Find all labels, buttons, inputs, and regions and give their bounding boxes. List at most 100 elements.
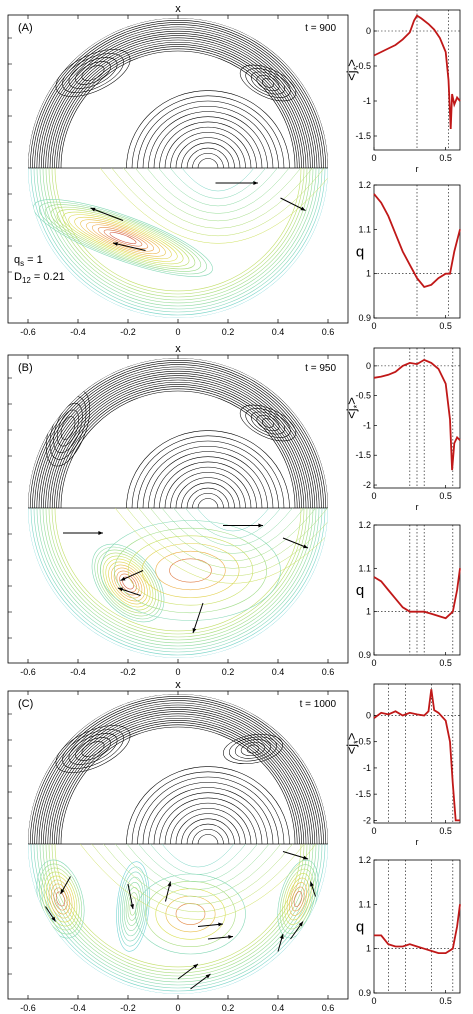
x-tick-label: 0 xyxy=(371,491,376,501)
param-qs: qs = 1 xyxy=(14,254,43,268)
y-tick-label: -2 xyxy=(363,480,371,490)
arrow-head xyxy=(303,544,308,549)
y-tick-label: 1.1 xyxy=(358,899,371,909)
x-tick-label: -0.4 xyxy=(70,327,86,337)
arrow-head xyxy=(120,576,126,581)
arrow-head xyxy=(228,935,233,939)
flow-arrow xyxy=(112,242,146,251)
plot-frame xyxy=(373,524,461,656)
y-axis-label: q xyxy=(356,244,364,261)
arrow-head xyxy=(258,523,263,528)
y-tick-label: 1.2 xyxy=(358,180,371,190)
y-tick-label: 0.9 xyxy=(358,650,371,660)
profile-curve xyxy=(373,14,461,130)
plot-frame xyxy=(373,859,461,994)
panel-c: x-0.6-0.4-0.200.20.40.6(C)t = 1000Ψ*Φ0-0… xyxy=(0,679,461,1013)
y-tick-label: 0.9 xyxy=(358,313,371,323)
arrow-head xyxy=(192,628,197,633)
x-tick-label: 0 xyxy=(371,153,376,163)
panel-label: (C) xyxy=(18,698,33,710)
x-axis-label: r xyxy=(416,164,419,174)
profile-curve xyxy=(373,689,460,822)
arrow-head xyxy=(205,974,211,979)
x-tick-label: -0.2 xyxy=(120,1003,136,1013)
arrow-head xyxy=(90,207,96,212)
x-axis-label: r xyxy=(416,837,419,847)
x-tick-label: 0 xyxy=(175,327,180,337)
time-label: t = 900 xyxy=(305,23,336,34)
y-tick-label: 1 xyxy=(366,269,371,279)
arrow-head xyxy=(298,921,303,927)
x-tick-label: 0.5 xyxy=(439,996,452,1006)
y-axis-label: q xyxy=(356,919,364,936)
q-profile-plot: 1.2 1.1 1 0.90 0.5 q xyxy=(356,855,461,1006)
x-tick-label: -0.4 xyxy=(70,667,86,677)
panel-label: (B) xyxy=(18,362,33,374)
arrow-head xyxy=(113,242,118,246)
x-tick-label: 0.6 xyxy=(322,1003,335,1013)
x-axis-label: x xyxy=(175,679,181,691)
y-tick-label: 1 xyxy=(366,944,371,954)
psi-contours xyxy=(28,18,328,168)
arrow-head xyxy=(279,934,284,939)
y-tick-label: -1.5 xyxy=(355,450,371,460)
flow-arrow xyxy=(280,197,306,211)
y-axis-label: <j*> xyxy=(344,733,362,755)
x-tick-label: 0.2 xyxy=(222,1003,235,1013)
y-tick-label: 1.2 xyxy=(358,855,371,865)
x-tick-label: 0 xyxy=(371,658,376,668)
phi-contours xyxy=(28,844,328,994)
panel-a: x-0.6-0.4-0.200.20.40.6(A)t = 900Ψ*Φqs =… xyxy=(0,3,461,337)
x-tick-label: 0.2 xyxy=(222,667,235,677)
x-tick-label: 0.5 xyxy=(439,826,452,836)
profile-curve xyxy=(373,193,461,289)
x-tick-label: 0.2 xyxy=(222,327,235,337)
y-tick-label: 0 xyxy=(366,361,371,371)
profile-curve xyxy=(373,568,461,620)
y-tick-label: 1.2 xyxy=(358,520,371,530)
psi-contours xyxy=(28,694,328,844)
flow-arrow xyxy=(90,207,124,221)
psi-contours xyxy=(28,358,328,508)
time-label: t = 1000 xyxy=(300,699,337,710)
x-tick-label: 0 xyxy=(175,667,180,677)
profile-curve xyxy=(373,358,461,471)
y-tick-label: 1.1 xyxy=(358,563,371,573)
y-axis-label: <j*> xyxy=(344,59,362,81)
y-tick-label: 1 xyxy=(366,607,371,617)
x-tick-label: 0.6 xyxy=(322,667,335,677)
y-tick-label: -1.5 xyxy=(355,789,371,799)
y-tick-label: -0.5 xyxy=(355,61,371,71)
j-profile-plot: 0-0.5-1-1.5-20 0.5<j*>r xyxy=(344,347,461,512)
x-tick-label: -0.4 xyxy=(70,1003,86,1013)
y-axis-label: <j*> xyxy=(344,397,362,419)
arrow-head xyxy=(310,881,314,887)
x-axis-label: r xyxy=(416,502,419,512)
param-d12: D12 = 0.21 xyxy=(14,271,65,285)
y-tick-label: -2 xyxy=(363,815,371,825)
x-tick-label: 0.4 xyxy=(272,667,285,677)
y-tick-label: 0.9 xyxy=(358,988,371,998)
arrow-head xyxy=(51,916,56,922)
y-tick-label: -0.5 xyxy=(355,391,371,401)
j-profile-plot: 0 -0.5 -1 -1.5 0 0.5 <j*> r xyxy=(344,9,461,174)
time-label: t = 950 xyxy=(305,363,336,374)
y-tick-label: 1.1 xyxy=(358,224,371,234)
arrow-head xyxy=(130,904,135,909)
j-profile-plot: 0-0.5-1-1.5-20 0.5<j*>r xyxy=(344,683,461,847)
y-tick-label: -1 xyxy=(363,420,371,430)
arrow-head xyxy=(253,181,258,185)
x-axis-label: x xyxy=(175,3,181,15)
disk-frame xyxy=(7,354,349,664)
x-tick-label: -0.2 xyxy=(120,327,136,337)
psi-label: Ψ* xyxy=(0,776,1,792)
x-tick-label: 0 xyxy=(371,826,376,836)
flow-arrow xyxy=(192,602,204,634)
panel-b: x-0.6-0.4-0.200.20.40.6(B)t = 950Ψ*Φ0-0.… xyxy=(0,343,461,677)
arrow-head xyxy=(118,587,123,592)
panel-label: (A) xyxy=(18,22,33,34)
q-profile-plot: 1.2 1.1 1 0.90 0.5 q xyxy=(356,180,461,331)
arrow-head xyxy=(300,206,306,211)
x-tick-label: 0 xyxy=(371,996,376,1006)
